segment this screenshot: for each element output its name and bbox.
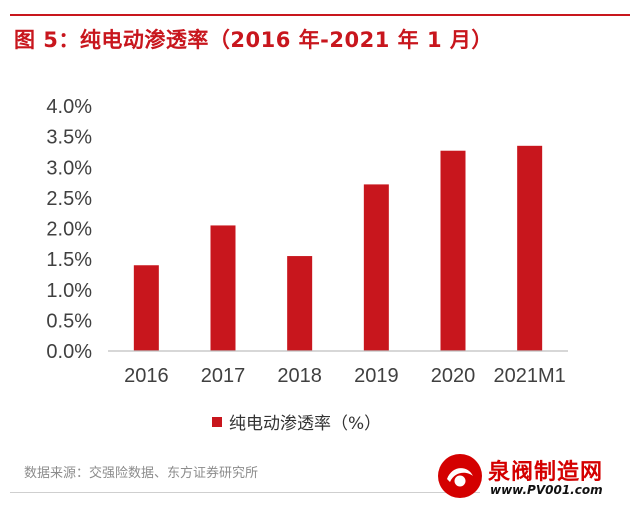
- source-rule: [10, 492, 480, 493]
- y-tick-label: 2.0%: [46, 219, 92, 241]
- x-tick-label: 2019: [354, 365, 399, 387]
- y-tick-label: 0.5%: [46, 310, 92, 332]
- bar-chart: 0.0% 0.5% 1.0% 1.5% 2.0% 2.5% 3.0% 3.5% 4.0% 201…: [46, 96, 568, 387]
- x-tick-label: 2020: [431, 365, 476, 387]
- bar-series: [133, 145, 543, 351]
- x-axis-tick-labels: 2016 2017 2018 2019 2020 2021M1: [124, 365, 566, 387]
- y-tick-label: 1.0%: [46, 280, 92, 302]
- y-tick-label: 3.5%: [46, 127, 92, 149]
- y-tick-label: 3.0%: [46, 157, 92, 179]
- watermark-url: www.PV001.com: [490, 483, 603, 497]
- y-tick-label: 0.0%: [46, 341, 92, 363]
- figure-title: 图 5：纯电动渗透率（2016 年-2021 年 1 月）: [14, 28, 493, 52]
- y-axis-tick-labels: 0.0% 0.5% 1.0% 1.5% 2.0% 2.5% 3.0% 3.5% 4.0%: [46, 96, 92, 363]
- y-tick-label: 4.0%: [46, 96, 92, 118]
- legend-swatch: [212, 416, 222, 427]
- x-tick-label: 2021M1: [494, 365, 566, 387]
- bar-2016: [133, 265, 159, 351]
- bar-2018: [287, 256, 313, 351]
- x-tick-label: 2018: [277, 365, 322, 387]
- source-note: 数据来源：交强险数据、东方证券研究所: [24, 466, 259, 481]
- bar-2020: [440, 150, 466, 351]
- y-tick-label: 1.5%: [46, 249, 92, 271]
- watermark-name: 泉阀制造网: [488, 460, 604, 485]
- valve-logo-icon: [438, 454, 482, 498]
- x-tick-label: 2016: [124, 365, 169, 387]
- title-rule: [10, 14, 630, 16]
- x-tick-label: 2017: [201, 365, 246, 387]
- bar-2021M1: [517, 145, 543, 351]
- y-tick-label: 2.5%: [46, 188, 92, 210]
- site-watermark: 泉阀制造网 www.PV001.com: [436, 452, 632, 500]
- bar-2017: [210, 225, 236, 351]
- chart-legend: 纯电动渗透率（%）: [212, 409, 381, 434]
- legend-label: 纯电动渗透率（%）: [229, 414, 382, 434]
- bar-2019: [363, 184, 389, 351]
